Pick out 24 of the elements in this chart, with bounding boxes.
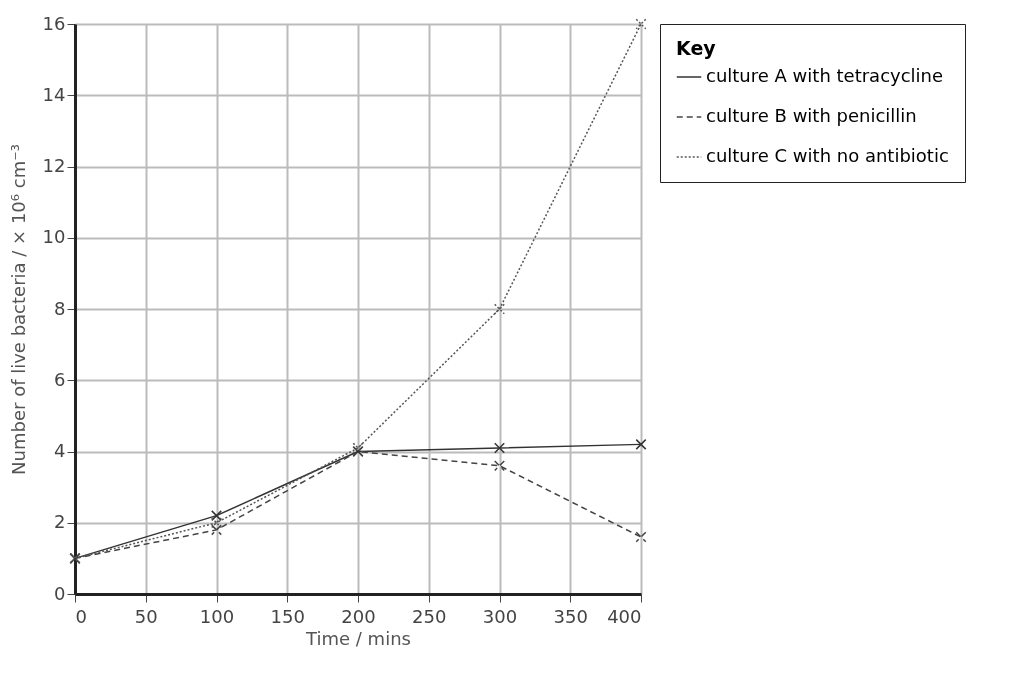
legend-title: Key	[676, 37, 717, 59]
x-tick-label: 0	[75, 605, 87, 627]
y-tick-label: 4	[54, 440, 66, 461]
x-tick-label: 200	[341, 605, 376, 627]
legend-label: culture C with no antibiotic	[706, 145, 949, 166]
y-tick-label: 2	[54, 511, 66, 533]
x-tick-label: 400	[607, 605, 642, 627]
y-tick-label: 14	[42, 83, 66, 105]
y-axis-title: Number of live bacteria / × 10⁶ cm⁻³	[7, 144, 29, 475]
y-tick-label: 10	[42, 226, 66, 248]
y-tick-label: 6	[54, 368, 66, 390]
y-tick-label: 0	[54, 582, 66, 604]
x-tick-label: 50	[134, 605, 158, 627]
y-tick-label: 8	[54, 297, 66, 319]
legend-label: culture B with penicillin	[706, 105, 917, 126]
y-tick-label: 16	[42, 12, 66, 34]
y-tick-label: 12	[42, 155, 66, 176]
legend-label: culture A with tetracycline	[706, 65, 944, 86]
x-tick-label: 250	[412, 605, 447, 627]
x-tick-label: 100	[199, 605, 235, 627]
x-tick-label: 150	[270, 605, 305, 627]
x-axis-title: Time / mins	[305, 627, 411, 649]
x-tick-label: 300	[482, 605, 518, 627]
x-tick-label: 350	[553, 605, 588, 627]
